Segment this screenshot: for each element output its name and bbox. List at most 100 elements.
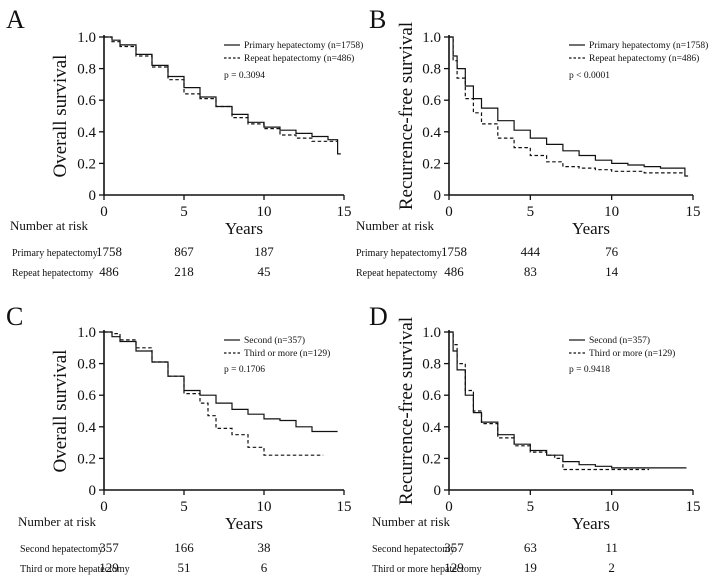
y-tick-label: 0.8 [77,62,96,78]
legend-entry: Repeat hepatectomy (n=486) [244,53,354,64]
y-tick-label: 0.6 [77,93,96,109]
risk-count: 357 [444,540,464,555]
risk-count: 1758 [96,244,122,259]
y-tick-label: 1.0 [77,325,96,341]
y-tick-label: 0.2 [422,451,441,467]
risk-count: 357 [99,540,119,555]
panel-c: C 0 0.2 0.4 0.6 0.8 1.0 0 5 10 15 Overall survival Y… [6,302,352,575]
panel-letter: B [369,5,386,34]
y-axis-label: Overall survival [50,350,71,473]
y-tick-label: 1.0 [422,325,441,341]
legend-entry: Third or more (n=129) [244,348,330,359]
legend-entry: Second (n=357) [589,335,650,346]
legend-entry: Primary hepatectomy (n=1758) [244,40,363,51]
y-tick-label: 0 [89,483,97,499]
x-tick-label: 0 [100,499,108,515]
x-tick-label: 0 [445,499,453,515]
risk-count: 444 [521,244,541,259]
risk-count: 38 [258,540,271,555]
risk-count: 187 [254,244,274,259]
p-value: p = 0.3094 [224,71,265,81]
x-tick-label: 10 [257,204,272,220]
x-tick-label: 5 [527,204,535,220]
y-tick-label: 0.2 [77,156,96,172]
series-line-dashed [449,331,650,471]
x-tick-label: 15 [686,499,701,515]
risk-count: 129 [444,560,464,575]
x-tick-label: 15 [686,204,701,220]
risk-count: 45 [258,264,271,279]
risk-count: 166 [174,540,194,555]
y-tick-label: 0.4 [422,125,441,141]
series-line-dashed [104,331,324,456]
x-tick-label: 10 [604,204,619,220]
risk-row-label: Second hepatectomy [372,544,455,555]
panel-letter: D [369,302,388,331]
x-tick-label: 10 [257,499,272,515]
series-line-solid [104,331,338,433]
risk-count: 1758 [441,244,467,259]
x-tick-label: 5 [180,499,188,515]
y-tick-label: 0.8 [422,62,441,78]
y-axis-label: Recurrence-free survival [396,22,417,210]
x-axis-label: Years [225,219,263,238]
legend-entry: Second (n=357) [244,335,305,346]
y-tick-label: 0.2 [77,451,96,467]
y-tick-label: 0 [434,483,442,499]
y-tick-label: 0.8 [422,357,441,373]
x-tick-label: 10 [604,499,619,515]
y-axis-label: Recurrence-free survival [396,317,417,505]
risk-count: 6 [261,560,268,575]
series-line-solid [449,36,689,177]
x-tick-label: 15 [337,204,352,220]
risk-row-label: Third or more hepatectomy [372,564,482,575]
risk-count: 51 [178,560,191,575]
x-tick-label: 15 [337,499,352,515]
panel-d: D 0 0.2 0.4 0.6 0.8 1.0 0 5 10 15 Recurrence-free s… [369,302,701,575]
risk-count: 218 [174,264,194,279]
y-tick-label: 0.6 [422,388,441,404]
series-line-solid [449,331,687,469]
risk-count: 11 [605,540,618,555]
x-axis-label: Years [225,514,263,533]
y-tick-label: 0.4 [422,420,441,436]
risk-row-label: Primary hepatectomy [356,248,442,259]
p-value: p = 0.9418 [569,365,610,375]
legend-entry: Repeat hepatectomy (n=486) [589,53,699,64]
risk-table-title: Number at risk [18,514,96,529]
risk-row-label: Third or more hepatectomy [20,564,130,575]
y-tick-label: 0.2 [422,156,441,172]
y-axis-label: Overall survival [50,55,71,178]
y-tick-label: 0.6 [77,388,96,404]
risk-row-label: Repeat hepatectomy [12,268,93,279]
panel-letter: C [6,302,23,331]
risk-count: 76 [605,244,619,259]
y-tick-label: 0 [434,188,442,204]
y-tick-label: 0 [89,188,97,204]
legend-entry: Third or more (n=129) [589,348,675,359]
y-tick-label: 0.4 [77,125,96,141]
risk-table-title: Number at risk [10,218,88,233]
risk-table-title: Number at risk [356,218,434,233]
p-value: p = 0.1706 [224,365,265,375]
risk-row-label: Primary hepatectomy [12,248,98,259]
y-tick-label: 0.6 [422,93,441,109]
risk-row-label: Repeat hepatectomy [356,268,437,279]
y-tick-label: 0.4 [77,420,96,436]
risk-count: 14 [605,264,619,279]
x-tick-label: 0 [100,204,108,220]
panel-b: B 0 0.2 0.4 0.6 0.8 1.0 0 5 10 15 Recurrence-free s… [356,5,708,279]
x-tick-label: 5 [180,204,188,220]
series-line-dashed [104,36,338,142]
y-tick-label: 1.0 [422,30,441,46]
risk-count: 129 [99,560,119,575]
x-axis-label: Years [572,514,610,533]
legend-entry: Primary hepatectomy (n=1758) [589,40,708,51]
panel-letter: A [6,5,25,34]
risk-count: 19 [524,560,537,575]
risk-table-title: Number at risk [372,514,450,529]
risk-count: 486 [99,264,119,279]
x-axis-label: Years [572,219,610,238]
risk-count: 63 [524,540,537,555]
y-tick-label: 1.0 [77,30,96,46]
